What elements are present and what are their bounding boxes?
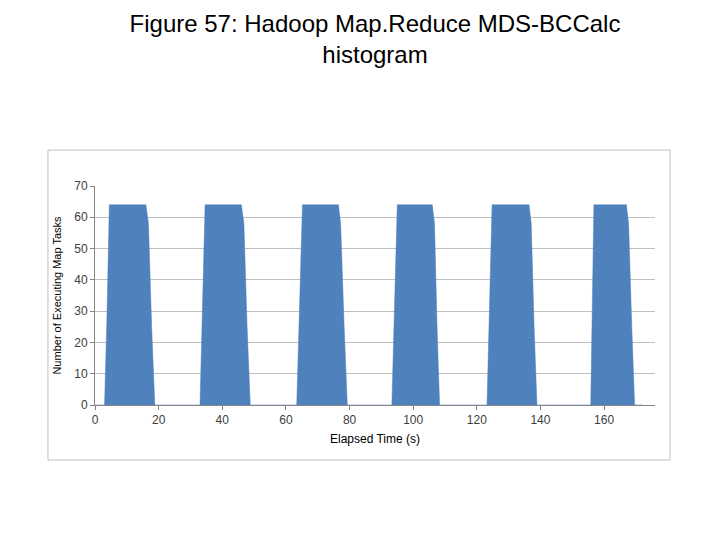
svg-text:70: 70 <box>74 179 88 193</box>
svg-text:Number of Executing Map Tasks: Number of Executing Map Tasks <box>51 216 63 375</box>
svg-text:50: 50 <box>74 242 88 256</box>
svg-text:20: 20 <box>152 413 166 427</box>
svg-text:40: 40 <box>216 413 230 427</box>
svg-text:120: 120 <box>467 413 487 427</box>
svg-text:140: 140 <box>530 413 550 427</box>
svg-text:160: 160 <box>594 413 614 427</box>
svg-text:Figure 57: Hadoop Map.Reduce M: Figure 57: Hadoop Map.Reduce MDS-BCCalch… <box>130 10 621 68</box>
svg-text:40: 40 <box>74 273 88 287</box>
svg-text:20: 20 <box>74 336 88 350</box>
svg-text:0: 0 <box>81 398 88 412</box>
svg-text:60: 60 <box>279 413 293 427</box>
svg-text:60: 60 <box>74 210 88 224</box>
svg-text:30: 30 <box>74 304 88 318</box>
svg-text:100: 100 <box>403 413 423 427</box>
svg-text:0: 0 <box>92 413 99 427</box>
svg-text:80: 80 <box>343 413 357 427</box>
svg-text:10: 10 <box>74 367 88 381</box>
svg-text:Elapsed Time (s): Elapsed Time (s) <box>330 432 420 446</box>
